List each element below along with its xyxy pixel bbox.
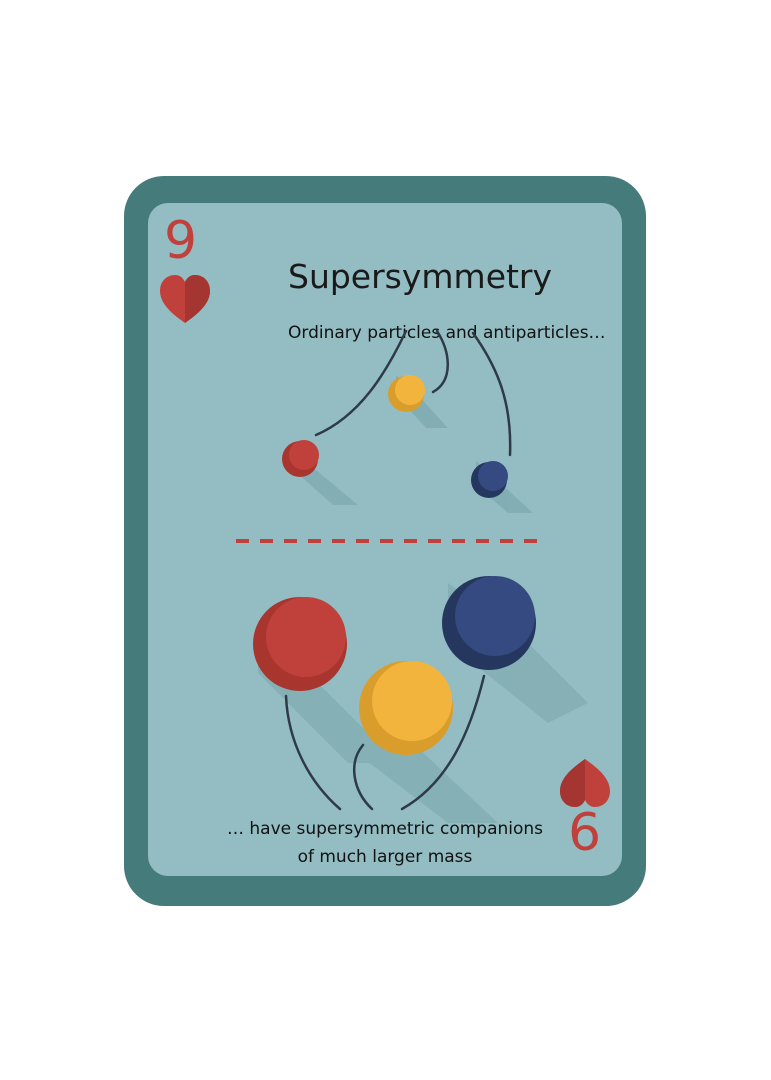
connector-line [284,694,342,811]
card-title: Supersymmetry [288,257,553,296]
connector-line [431,329,449,394]
card-face: 9 9 Supersymmetry Ordinary particles and… [148,203,622,876]
caption-line-1: … have supersymmetric companions [226,819,544,839]
caption-supersymmetric-companions: … have supersymmetric companions of much… [188,815,582,871]
particle-blue-small [471,461,508,498]
connector-line [400,674,486,811]
particle-yellow-large [359,661,453,755]
particle-yellow-small [388,375,425,412]
rank-top: 9 [164,211,198,271]
particle-red-small [282,440,319,477]
connector-line [471,331,512,457]
playing-card: 9 9 Supersymmetry Ordinary particles and… [124,176,646,906]
caption-line-2: of much larger mass [297,847,473,867]
connector-line [314,329,408,437]
heart-icon [160,275,210,323]
heart-icon [560,759,610,807]
particle-red-large [253,597,347,691]
caption-ordinary-particles: Ordinary particles and antiparticles… [288,323,606,343]
connector-line [353,743,374,811]
particles-illustration [160,275,610,823]
particle-blue-large [442,576,536,670]
